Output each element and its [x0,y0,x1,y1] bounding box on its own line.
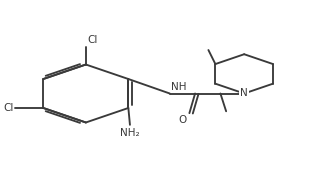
Text: N: N [240,88,248,98]
Text: O: O [178,115,187,125]
Text: NH: NH [171,82,187,92]
Text: NH₂: NH₂ [120,128,140,138]
Text: Cl: Cl [87,35,98,45]
Text: Cl: Cl [3,103,13,113]
